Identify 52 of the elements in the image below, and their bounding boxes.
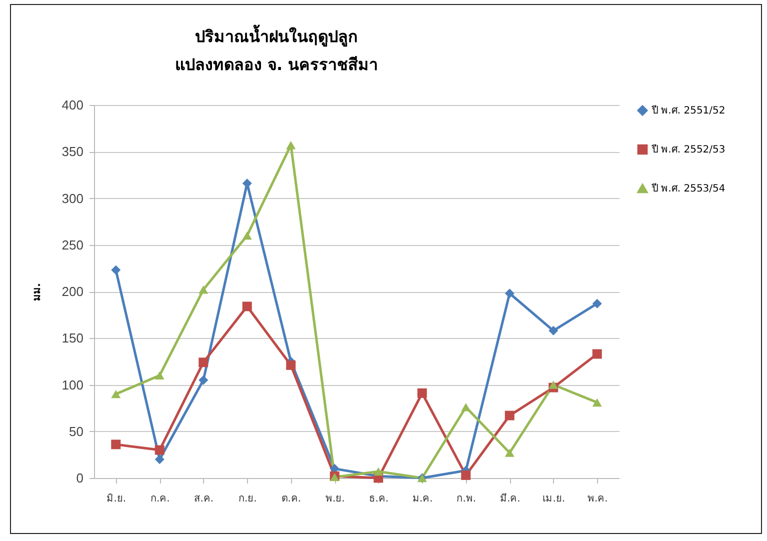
point — [504, 448, 514, 457]
point — [548, 326, 558, 336]
point — [198, 286, 208, 294]
x-tick-label: พ.ค. — [587, 494, 608, 504]
y-tick-label: 50 — [69, 424, 84, 439]
y-tick-label: 250 — [62, 237, 84, 252]
point — [111, 390, 121, 398]
legend-label: ปี พ.ศ. 2552/53 — [651, 144, 726, 156]
point — [461, 403, 471, 412]
point — [592, 349, 602, 359]
point — [504, 288, 514, 298]
point — [374, 467, 384, 476]
point — [154, 454, 164, 464]
point — [154, 445, 164, 455]
legend-label: ปี พ.ศ. 2553/54 — [651, 182, 726, 194]
y-tick-label: 100 — [62, 377, 84, 392]
x-tick-label: ก.ย. — [238, 494, 257, 504]
y-tick-label: 200 — [62, 284, 84, 299]
point — [111, 265, 121, 275]
point — [286, 140, 296, 150]
y-tick-label: 0 — [76, 470, 84, 486]
point — [286, 360, 296, 370]
legend-label: ปี พ.ศ. 2551/52 — [651, 104, 726, 116]
point — [461, 470, 471, 480]
x-tick-label: มิ.ย. — [106, 494, 126, 504]
x-tick-label: ธ.ค. — [369, 494, 389, 504]
x-tick-label: พ.ย. — [325, 494, 345, 504]
point — [417, 388, 427, 398]
x-tick-label: เม.ย. — [542, 494, 566, 504]
point — [198, 375, 208, 385]
x-tick-label: ก.ค. — [150, 494, 170, 504]
point — [592, 298, 602, 308]
chart-subtitle: แปลงทดลอง จ. นครราชสีมา — [174, 55, 378, 74]
point — [242, 231, 252, 240]
y-tick-label: 150 — [62, 330, 84, 346]
x-tick-label: ส.ค. — [194, 494, 214, 504]
point — [111, 440, 121, 450]
point — [504, 410, 514, 420]
y-tick-label: 400 — [62, 98, 84, 112]
x-tick-label: ม.ค. — [412, 494, 433, 504]
x-tick-label: ก.พ. — [456, 494, 476, 504]
x-tick-label: ต.ค. — [282, 494, 302, 504]
point — [198, 358, 208, 368]
point — [548, 380, 558, 389]
x-tick-label: มี.ค. — [500, 492, 520, 504]
y-tick-label: 300 — [62, 190, 84, 206]
point — [242, 302, 252, 312]
point — [592, 398, 602, 407]
y-tick-label: 350 — [62, 144, 84, 160]
point — [154, 371, 164, 380]
y-axis-title: มม. — [32, 283, 43, 301]
chart-title: ปริมาณน้ำฝนในฤดูปลูก — [195, 24, 358, 48]
